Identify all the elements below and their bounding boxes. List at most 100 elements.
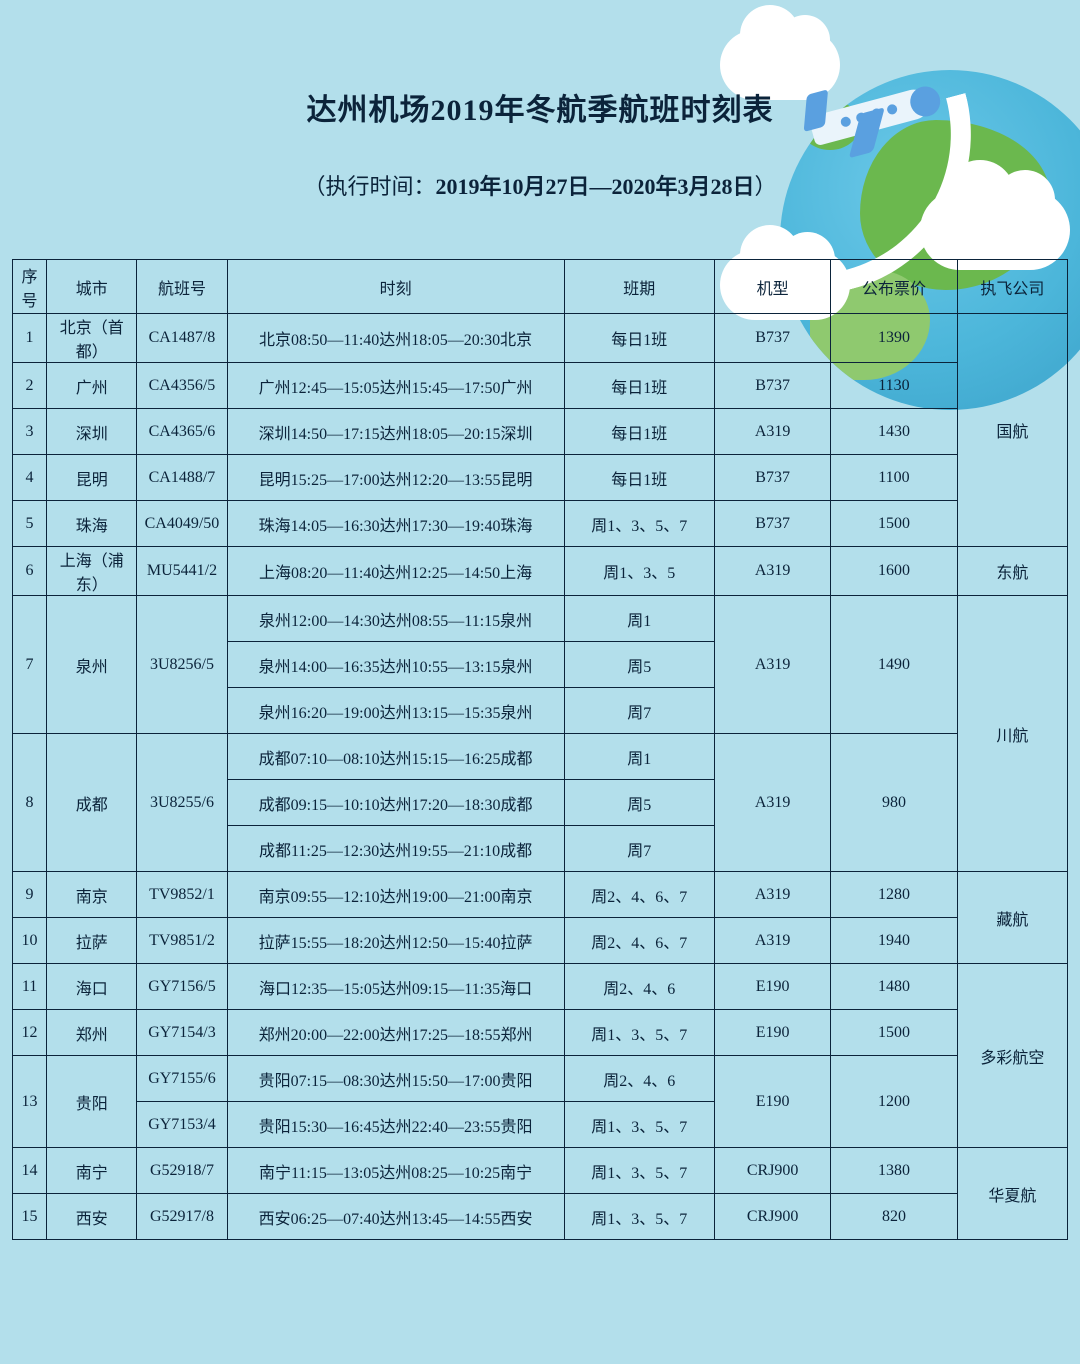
- cell-model: A319: [714, 547, 830, 596]
- cell-price: 980: [831, 734, 957, 872]
- cell-time: 珠海14:05—16:30达州17:30—19:40珠海: [227, 501, 564, 547]
- cell-idx: 7: [13, 596, 47, 734]
- cell-city: 拉萨: [47, 918, 137, 964]
- cell-period: 周1、3、5: [564, 547, 714, 596]
- cell-period: 周1、3、5、7: [564, 1102, 714, 1148]
- cell-period: 周1、3、5、7: [564, 1010, 714, 1056]
- col-idx: 序号: [13, 260, 47, 314]
- col-model: 机型: [714, 260, 830, 314]
- cell-time: 泉州14:00—16:35达州10:55—13:15泉州: [227, 642, 564, 688]
- cell-airline: 川航: [957, 596, 1067, 872]
- cell-idx: 3: [13, 409, 47, 455]
- cell-flight: CA1487/8: [137, 314, 227, 363]
- cell-time: 成都09:15—10:10达州17:20—18:30成都: [227, 780, 564, 826]
- cell-model: CRJ900: [714, 1194, 830, 1240]
- col-city: 城市: [47, 260, 137, 314]
- cloud-icon: [920, 190, 1070, 270]
- cell-period: 周7: [564, 688, 714, 734]
- cell-idx: 10: [13, 918, 47, 964]
- cell-model: A319: [714, 918, 830, 964]
- cell-price: 1280: [831, 872, 957, 918]
- cell-idx: 4: [13, 455, 47, 501]
- cell-flight: G52918/7: [137, 1148, 227, 1194]
- cell-time: 贵阳07:15—08:30达州15:50—17:00贵阳: [227, 1056, 564, 1102]
- cell-idx: 1: [13, 314, 47, 363]
- cell-model: A319: [714, 596, 830, 734]
- cell-flight: GY7156/5: [137, 964, 227, 1010]
- cell-time: 郑州20:00—22:00达州17:25—18:55郑州: [227, 1010, 564, 1056]
- cell-idx: 15: [13, 1194, 47, 1240]
- table-row: 14 南宁 G52918/7 南宁11:15—13:05达州08:25—10:2…: [13, 1148, 1068, 1194]
- cell-city: 泉州: [47, 596, 137, 734]
- table-row: 7 泉州 3U8256/5 泉州12:00—14:30达州08:55—11:15…: [13, 596, 1068, 642]
- cell-price: 1940: [831, 918, 957, 964]
- cell-model: E190: [714, 1010, 830, 1056]
- cell-price: 1430: [831, 409, 957, 455]
- cell-airline: 藏航: [957, 872, 1067, 964]
- cell-period: 周2、4、6、7: [564, 918, 714, 964]
- cell-period: 周1、3、5、7: [564, 1148, 714, 1194]
- cell-time: 南宁11:15—13:05达州08:25—10:25南宁: [227, 1148, 564, 1194]
- cell-idx: 13: [13, 1056, 47, 1148]
- cell-idx: 2: [13, 363, 47, 409]
- cell-idx: 5: [13, 501, 47, 547]
- cell-flight: TV9851/2: [137, 918, 227, 964]
- cell-city: 郑州: [47, 1010, 137, 1056]
- cell-idx: 12: [13, 1010, 47, 1056]
- cell-model: E190: [714, 964, 830, 1010]
- cell-time: 泉州12:00—14:30达州08:55—11:15泉州: [227, 596, 564, 642]
- cell-period: 周7: [564, 826, 714, 872]
- cell-model: B737: [714, 363, 830, 409]
- cell-flight: 3U8255/6: [137, 734, 227, 872]
- cell-price: 1130: [831, 363, 957, 409]
- cell-price: 1200: [831, 1056, 957, 1148]
- page: 达州机场2019年冬航季航班时刻表 （执行时间：2019年10月27日—2020…: [0, 0, 1080, 1364]
- cell-airline: 多彩航空: [957, 964, 1067, 1148]
- cell-city: 南京: [47, 872, 137, 918]
- cell-model: CRJ900: [714, 1148, 830, 1194]
- cell-period: 周1: [564, 734, 714, 780]
- cell-city: 南宁: [47, 1148, 137, 1194]
- cell-city: 海口: [47, 964, 137, 1010]
- subtitle-prefix: （执行时间：: [303, 174, 435, 199]
- table-row: 6 上海（浦东） MU5441/2 上海08:20—11:40达州12:25—1…: [13, 547, 1068, 596]
- cell-period: 每日1班: [564, 314, 714, 363]
- cell-period: 周2、4、6: [564, 1056, 714, 1102]
- table-row: 4 昆明 CA1488/7 昆明15:25—17:00达州12:20—13:55…: [13, 455, 1068, 501]
- cell-period: 每日1班: [564, 455, 714, 501]
- table-row: 5 珠海 CA4049/50 珠海14:05—16:30达州17:30—19:4…: [13, 501, 1068, 547]
- cell-flight: CA4049/50: [137, 501, 227, 547]
- header: 达州机场2019年冬航季航班时刻表 （执行时间：2019年10月27日—2020…: [0, 0, 1080, 201]
- table-row: 12 郑州 GY7154/3 郑州20:00—22:00达州17:25—18:5…: [13, 1010, 1068, 1056]
- col-period: 班期: [564, 260, 714, 314]
- cell-idx: 14: [13, 1148, 47, 1194]
- cell-time: 泉州16:20—19:00达州13:15—15:35泉州: [227, 688, 564, 734]
- page-title: 达州机场2019年冬航季航班时刻表: [0, 85, 1080, 129]
- cell-time: 海口12:35—15:05达州09:15—11:35海口: [227, 964, 564, 1010]
- cell-flight: CA4365/6: [137, 409, 227, 455]
- cell-city: 西安: [47, 1194, 137, 1240]
- cell-price: 1390: [831, 314, 957, 363]
- table-row: 9 南京 TV9852/1 南京09:55—12:10达州19:00—21:00…: [13, 872, 1068, 918]
- cell-time: 广州12:45—15:05达州15:45—17:50广州: [227, 363, 564, 409]
- table-row: 3 深圳 CA4365/6 深圳14:50—17:15达州18:05—20:15…: [13, 409, 1068, 455]
- cell-flight: GY7153/4: [137, 1102, 227, 1148]
- cell-model: A319: [714, 409, 830, 455]
- cell-time: 西安06:25—07:40达州13:45—14:55西安: [227, 1194, 564, 1240]
- cell-flight: CA4356/5: [137, 363, 227, 409]
- cell-city: 广州: [47, 363, 137, 409]
- cell-price: 1380: [831, 1148, 957, 1194]
- cell-period: 每日1班: [564, 409, 714, 455]
- cell-time: 贵阳15:30—16:45达州22:40—23:55贵阳: [227, 1102, 564, 1148]
- cell-price: 1600: [831, 547, 957, 596]
- cell-period: 周5: [564, 780, 714, 826]
- cell-price: 820: [831, 1194, 957, 1240]
- cell-period: 周2、4、6: [564, 964, 714, 1010]
- cell-city: 贵阳: [47, 1056, 137, 1148]
- cell-idx: 6: [13, 547, 47, 596]
- cell-period: 周1、3、5、7: [564, 1194, 714, 1240]
- cell-time: 成都11:25—12:30达州19:55—21:10成都: [227, 826, 564, 872]
- table-row: 8 成都 3U8255/6 成都07:10—08:10达州15:15—16:25…: [13, 734, 1068, 780]
- table-row: 11 海口 GY7156/5 海口12:35—15:05达州09:15—11:3…: [13, 964, 1068, 1010]
- cell-price: 1490: [831, 596, 957, 734]
